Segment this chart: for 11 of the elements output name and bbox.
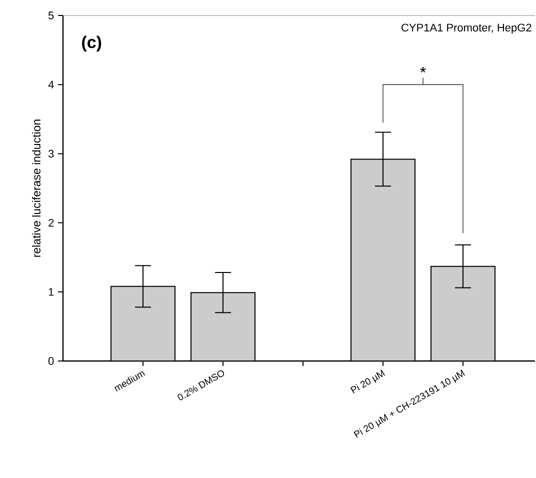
y-tick-label: 1 (48, 288, 54, 296)
annotation: (c) (82, 36, 102, 52)
annotation: * (420, 66, 426, 72)
y-axis-title: relative luciferase induction (32, 120, 40, 257)
y-tick-label: 4 (48, 80, 54, 88)
y-tick-label: 2 (48, 218, 54, 227)
x-tick-label: Pi 20 µM (350, 370, 385, 394)
text: CYP1A1 Promoter, HepG2 (402, 24, 532, 34)
y-tick-label: 3 (48, 150, 54, 158)
y-tick-label: 5 (48, 12, 54, 20)
y-tick-label: 0 (48, 357, 54, 365)
